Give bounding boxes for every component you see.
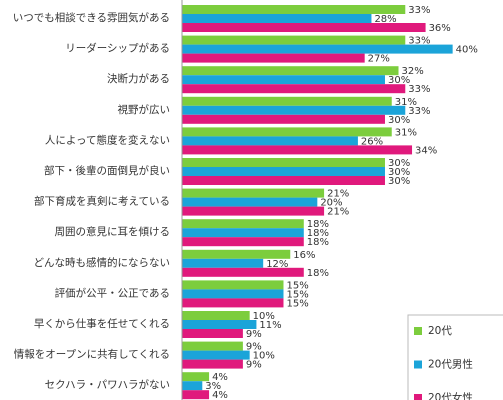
category-label: 決断力がある [107,72,170,85]
bar [182,341,243,351]
value-label: 30% [388,158,410,169]
category-label: リーダーシップがある [65,42,170,55]
legend-box [407,314,503,400]
bar [182,372,210,382]
bar [182,44,453,54]
category-label: 周囲の意見に耳を傾ける [55,225,171,238]
bar [182,298,284,308]
value-label: 33% [408,84,430,95]
bar [182,35,406,45]
category-label: どんな時も感情的にならない [34,256,171,269]
category-label: 情報をオープンに共有してくれる [14,348,170,361]
value-label: 4% [212,372,228,383]
bar [182,75,385,85]
bar [182,96,392,106]
value-label: 26% [361,136,383,147]
category-label: 部下・後輩の面倒見が良い [44,164,170,177]
value-label: 9% [246,342,262,353]
bar [182,359,243,369]
bar [182,176,385,185]
value-label: 21% [327,207,349,218]
bar [182,14,372,23]
value-label: 30% [388,176,410,187]
value-label: 15% [286,298,308,309]
value-label: 10% [253,311,275,322]
value-label: 32% [402,66,424,77]
category-label: 視野が広い [118,103,171,116]
bar [182,66,399,76]
value-label: 18% [307,228,329,239]
bar [182,329,243,338]
bar [182,249,291,259]
legend-swatch [414,394,422,400]
category-label: セクハラ・パワハラがない [45,378,170,391]
legend-label: 20代男性 [428,358,473,371]
bar [182,127,392,137]
value-label: 3% [205,381,221,392]
value-label: 28% [374,14,396,25]
bar [182,188,325,198]
value-label: 34% [415,145,437,156]
value-label: 20% [320,198,342,209]
category-label: 人によって態度を変えない [45,133,170,146]
bar [182,228,304,238]
category-label: いつでも相談できる雰囲気がある [13,11,170,24]
value-label: 18% [307,268,329,279]
value-label: 11% [259,320,281,331]
bar [182,390,210,400]
value-label: 27% [368,54,390,65]
legend-swatch [414,327,422,335]
value-label: 30% [388,167,410,178]
bar [182,158,385,167]
value-label: 18% [307,237,329,248]
value-label: 21% [327,189,349,200]
bar [182,206,325,216]
bar [182,280,284,290]
value-label: 12% [266,259,288,270]
value-label: 36% [429,23,451,34]
legend-label: 20代女性 [428,391,473,400]
bar [182,311,250,320]
bar [182,53,365,63]
bar [182,5,406,14]
bar [182,145,413,155]
value-label: 9% [246,360,262,371]
bar [182,105,406,115]
legend-label: 20代 [428,325,452,337]
bar [182,23,426,32]
bar [182,258,264,268]
legend-swatch [414,360,422,369]
category-label: 評価が公平・公正である [55,286,170,299]
bar [182,289,284,299]
category-label: 早くから仕事を任せてくれる [34,317,170,330]
bar [182,267,304,277]
bar [182,114,385,124]
value-label: 33% [408,5,430,16]
bar [182,320,257,329]
value-label: 18% [307,219,329,230]
bar [182,197,318,207]
value-label: 31% [395,127,417,138]
value-label: 10% [253,351,275,362]
value-label: 40% [456,45,478,56]
category-label: 部下育成を真剣に考えている [34,195,170,208]
bar [182,350,250,360]
bar [182,381,203,391]
value-label: 31% [395,97,417,108]
value-label: 16% [293,250,315,261]
bar [182,84,406,94]
bar [182,167,385,176]
value-label: 4% [212,390,228,400]
value-label: 30% [388,75,410,86]
value-label: 15% [286,280,308,291]
value-label: 30% [388,115,410,126]
value-label: 15% [286,289,308,300]
value-label: 33% [408,106,430,117]
value-label: 33% [408,36,430,47]
value-label: 9% [246,329,262,340]
bar [182,237,304,247]
bar [182,219,304,229]
bar [182,136,358,146]
